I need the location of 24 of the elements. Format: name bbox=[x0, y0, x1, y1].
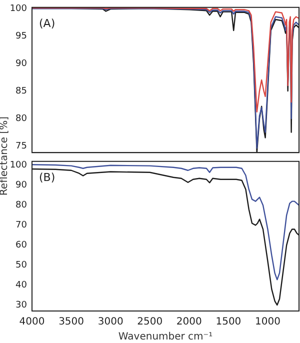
annotation: (A) bbox=[39, 16, 56, 30]
x-axis-title: Wavenumber cm⁻¹ bbox=[118, 332, 213, 343]
x-tick-label: 4000 bbox=[19, 316, 45, 328]
y-tick-label: 30 bbox=[16, 300, 28, 310]
y-tick-label: 85 bbox=[16, 86, 27, 96]
y-tick-label: 100 bbox=[10, 160, 28, 171]
x-tick-label: 3500 bbox=[58, 316, 84, 328]
y-tick-label: 90 bbox=[16, 180, 28, 191]
y-tick-label: 75 bbox=[16, 141, 27, 152]
y-tick-label: 90 bbox=[16, 58, 28, 69]
x-tick-label: 1500 bbox=[216, 316, 242, 328]
y-tick-label: 80 bbox=[16, 114, 28, 124]
x-tick-label: 1000 bbox=[255, 316, 280, 328]
y-tick-label: 50 bbox=[16, 260, 28, 270]
x-tick-label: 2500 bbox=[137, 316, 163, 328]
y-tick-label: 100 bbox=[10, 4, 28, 14]
y-tick-label: 70 bbox=[16, 220, 28, 231]
y-tick-label: 95 bbox=[16, 31, 27, 42]
x-tick-label: 2000 bbox=[176, 316, 202, 328]
y-tick-label: 60 bbox=[16, 240, 28, 251]
annotation: (B) bbox=[39, 170, 56, 184]
y-tick-label: 80 bbox=[16, 200, 28, 211]
x-tick-label: 3000 bbox=[98, 316, 124, 328]
y-tick-label: 40 bbox=[16, 280, 28, 290]
